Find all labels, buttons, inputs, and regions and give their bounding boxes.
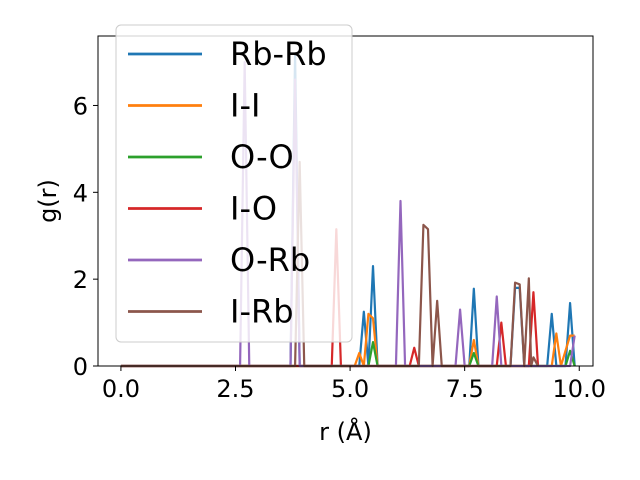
x-tick-label: 7.5 (446, 375, 484, 403)
series-line-o-o (120, 341, 576, 368)
x-tick-label: 10.0 (553, 375, 606, 403)
y-tick-label: 4 (73, 179, 88, 207)
x-tick-label: 5.0 (331, 375, 369, 403)
x-tick-label: 0.0 (102, 375, 140, 403)
legend-label-o-o: O-O (230, 138, 294, 176)
legend-label-i-i: I-I (230, 87, 260, 125)
legend-label-i-rb: I-Rb (230, 293, 294, 331)
y-tick-label: 2 (73, 266, 88, 294)
y-tick-label: 0 (73, 353, 88, 381)
legend: Rb-Rb I-I O-O I-O O-Rb I-Rb (115, 24, 353, 343)
axis-layer: 0.0 2.5 5.0 7.5 10.0 0 2 4 6 (73, 92, 606, 403)
y-tick-label: 6 (73, 92, 88, 120)
legend-label-i-o: I-O (230, 190, 277, 228)
y-axis-label: g(r) (34, 179, 62, 223)
legend-label-rb-rb: Rb-Rb (230, 35, 327, 73)
x-axis-label: r (Å) (319, 417, 372, 446)
legend-label-o-rb: O-Rb (230, 241, 310, 279)
x-tick-label: 2.5 (216, 375, 254, 403)
